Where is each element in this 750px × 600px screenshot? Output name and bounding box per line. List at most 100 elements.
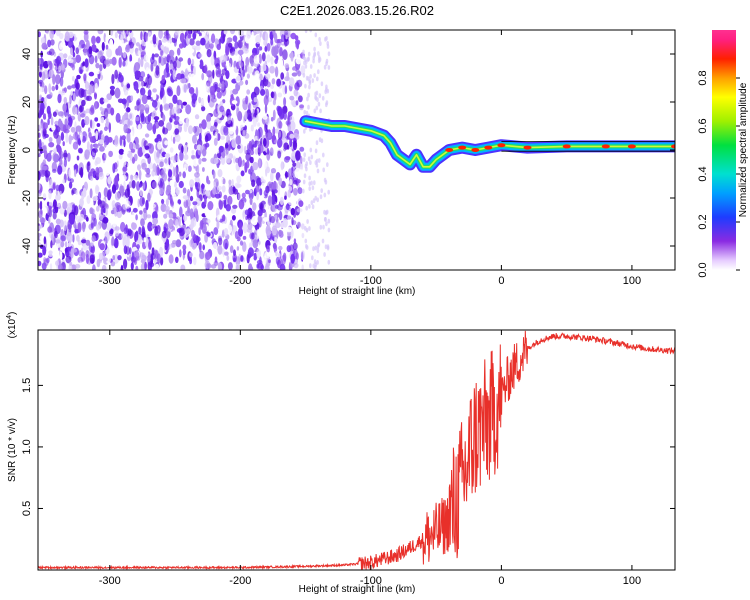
noise-blob (319, 224, 323, 230)
noise-blob (202, 244, 205, 251)
noise-blob (145, 199, 149, 211)
noise-blob (222, 178, 226, 185)
noise-blob (283, 97, 287, 107)
noise-blob (135, 265, 139, 270)
noise-blob (272, 109, 276, 121)
noise-blob (148, 162, 153, 170)
noise-blob (116, 205, 122, 212)
noise-blob (230, 30, 235, 35)
noise-blob (119, 247, 123, 254)
noise-blob (144, 167, 148, 172)
snr-y-multiplier: (x104) (6, 312, 18, 339)
noise-blob (238, 55, 242, 61)
snr-y-tick-label: 1.0 (21, 439, 33, 454)
noise-blob (106, 93, 112, 101)
noise-blob (163, 67, 170, 78)
noise-blob (95, 166, 100, 177)
noise-blob (38, 70, 42, 78)
noise-blob (113, 177, 119, 186)
noise-blob (41, 190, 48, 199)
noise-blob (169, 147, 174, 153)
noise-blob (62, 179, 65, 184)
spectrogram-noise (38, 30, 331, 270)
noise-blob (221, 185, 226, 193)
noise-blob (40, 209, 43, 215)
noise-blob (320, 188, 324, 194)
noise-blob (277, 106, 283, 117)
noise-blob (137, 70, 141, 79)
noise-blob (273, 244, 278, 253)
noise-blob (89, 188, 93, 199)
noise-blob (161, 74, 166, 84)
noise-blob (80, 251, 86, 262)
noise-blob (77, 222, 82, 233)
noise-blob (239, 240, 244, 246)
noise-blob (277, 92, 283, 98)
noise-blob (86, 195, 91, 205)
noise-blob (263, 137, 267, 147)
noise-blob (240, 255, 244, 262)
noise-blob (161, 198, 165, 205)
noise-blob (70, 63, 74, 68)
noise-blob (254, 148, 259, 155)
noise-blob (90, 241, 95, 247)
noise-blob (77, 147, 83, 154)
noise-blob (327, 227, 331, 233)
noise-blob (101, 219, 108, 230)
noise-blob (39, 200, 43, 211)
noise-blob (215, 70, 221, 78)
noise-blob (113, 207, 118, 217)
colorbar-tick-label: 0.4 (697, 166, 709, 181)
noise-blob (262, 63, 266, 71)
noise-blob (207, 201, 214, 211)
noise-blob (309, 147, 313, 153)
noise-blob (266, 81, 271, 88)
noise-blob (101, 264, 107, 270)
noise-blob (215, 63, 221, 70)
noise-blob (170, 188, 176, 197)
noise-blob (316, 168, 320, 174)
noise-blob (38, 191, 42, 197)
noise-blob (270, 116, 274, 122)
noise-blob (156, 253, 161, 264)
snr-x-tick-label: -200 (229, 575, 251, 587)
noise-blob (187, 206, 191, 214)
noise-blob (206, 121, 212, 130)
noise-blob (57, 145, 62, 155)
noise-blob (148, 240, 152, 250)
noise-blob (293, 179, 298, 185)
noise-blob (106, 222, 112, 231)
noise-blob (43, 236, 47, 245)
noise-blob (215, 149, 220, 154)
noise-blob (118, 57, 122, 68)
noise-blob (82, 221, 86, 233)
noise-blob (149, 262, 155, 268)
noise-blob (122, 159, 127, 166)
noise-blob (207, 94, 210, 104)
noise-blob (311, 255, 314, 261)
noise-blob (99, 200, 106, 209)
noise-blob (124, 188, 130, 198)
noise-blob (135, 143, 139, 150)
noise-blob (103, 187, 109, 198)
noise-blob (230, 90, 233, 95)
noise-blob (280, 161, 284, 171)
noise-blob (314, 148, 318, 154)
noise-blob (121, 39, 125, 45)
noise-blob (189, 195, 194, 202)
noise-blob (126, 36, 131, 41)
noise-blob (86, 104, 92, 109)
noise-blob (266, 245, 271, 253)
noise-blob (82, 61, 86, 68)
noise-blob (285, 171, 288, 179)
noise-blob (204, 206, 208, 217)
noise-blob (293, 238, 297, 244)
noise-blob (253, 55, 260, 64)
noise-blob (218, 237, 223, 246)
noise-blob (64, 247, 68, 253)
noise-blob (273, 91, 277, 102)
noise-blob (191, 115, 195, 124)
noise-blob (190, 218, 195, 229)
noise-blob (265, 225, 271, 236)
